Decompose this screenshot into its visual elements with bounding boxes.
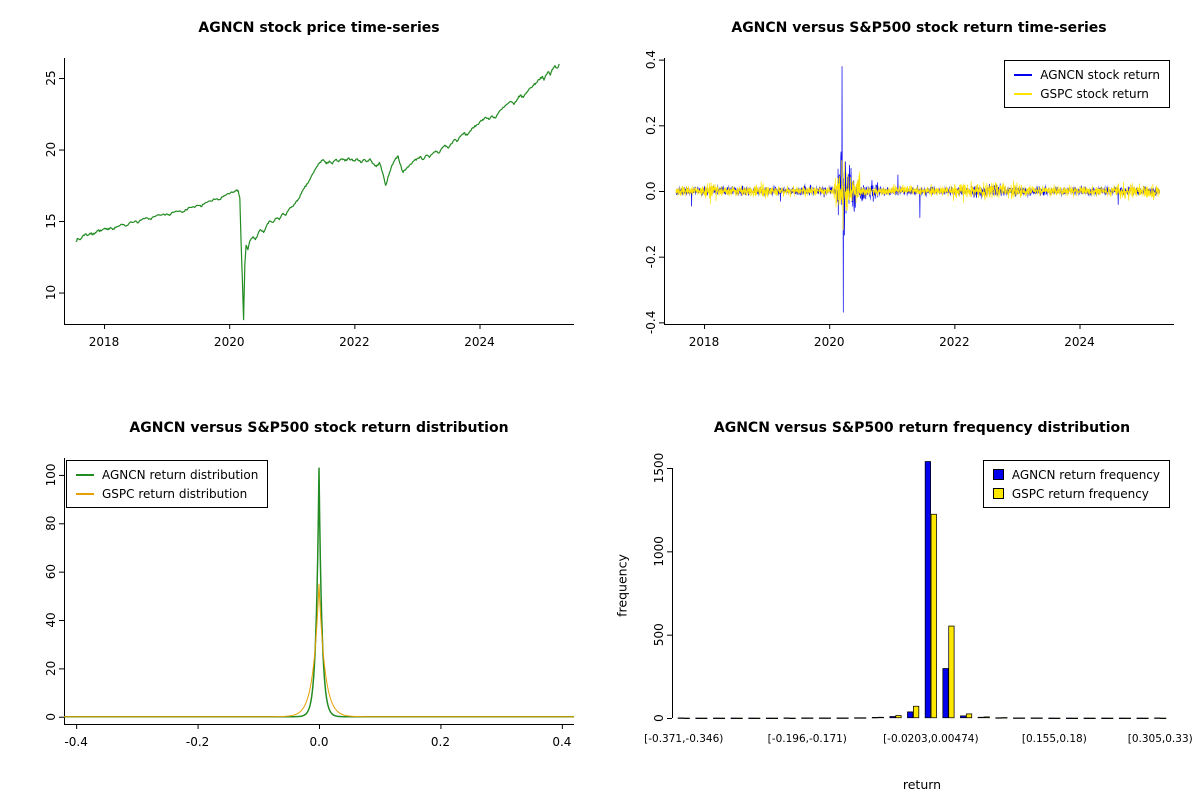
- legend-item: GSPC stock return: [1014, 84, 1160, 103]
- frequency-x-axis-label: return: [902, 777, 942, 792]
- frequency-y-axis-label: frequency: [614, 554, 630, 617]
- legend-label: GSPC return distribution: [102, 486, 248, 501]
- price-chart-canvas: [0, 0, 600, 400]
- agncn-frequency-box-swatch: [992, 469, 1004, 480]
- gspc-return-line-swatch: [1014, 92, 1033, 95]
- legend-item: AGNCN stock return: [1014, 65, 1160, 84]
- gspc-density-line-swatch: [76, 492, 94, 495]
- legend-item: AGNCN return frequency: [992, 465, 1160, 484]
- legend-label: GSPC stock return: [1040, 86, 1149, 101]
- density-legend: AGNCN return distribution GSPC return di…: [66, 460, 269, 508]
- legend-label: GSPC return frequency: [1011, 486, 1149, 501]
- legend-label: AGNCN return distribution: [102, 467, 259, 482]
- legend-item: AGNCN return distribution: [76, 465, 258, 484]
- legend-item: GSPC return frequency: [992, 484, 1160, 503]
- legend-label: AGNCN stock return: [1040, 67, 1160, 82]
- gspc-frequency-box-swatch: [992, 488, 1004, 499]
- legend-item: GSPC return distribution: [76, 484, 258, 503]
- legend-label: AGNCN return frequency: [1011, 467, 1160, 482]
- density-chart-panel: AGNCN versus S&P500 stock return distrib…: [0, 400, 600, 800]
- returns-legend: AGNCN stock return GSPC stock return: [1004, 60, 1170, 108]
- returns-chart-panel: AGNCN versus S&P500 stock return time-se…: [600, 0, 1200, 400]
- agncn-return-line-swatch: [1014, 73, 1033, 76]
- agncn-density-line-swatch: [76, 473, 94, 476]
- frequency-chart-panel: AGNCN versus S&P500 return frequency dis…: [600, 400, 1200, 800]
- price-chart-panel: AGNCN stock price time-series: [0, 0, 600, 400]
- frequency-legend: AGNCN return frequency GSPC return frequ…: [982, 460, 1170, 508]
